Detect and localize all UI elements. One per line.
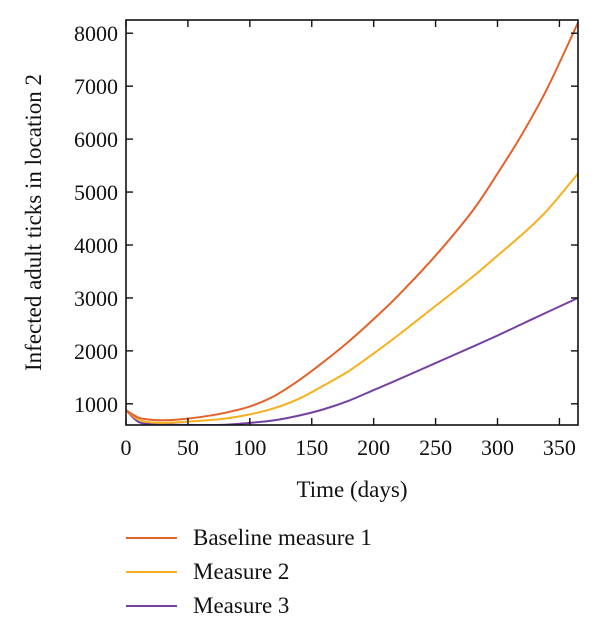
x-tick-label: 50 [177, 435, 199, 460]
y-axis-ticks: 1000 2000 3000 4000 5000 6000 7000 8000 [74, 21, 578, 417]
legend-label: Measure 3 [193, 593, 289, 618]
legend-label: Baseline measure 1 [193, 525, 372, 550]
x-tick-label: 0 [121, 435, 132, 460]
y-tick-label: 8000 [74, 21, 118, 46]
y-tick-label: 2000 [74, 339, 118, 364]
y-tick-label: 3000 [74, 286, 118, 311]
plot-frame [125, 19, 579, 426]
y-tick-label: 6000 [74, 127, 118, 152]
series-line-measure-2 [126, 172, 578, 424]
y-tick-label: 5000 [74, 180, 118, 205]
x-axis-ticks: 0 50 100 150 200 250 300 350 [121, 20, 576, 460]
y-tick-label: 1000 [74, 392, 118, 417]
legend-label: Measure 2 [193, 559, 289, 584]
x-tick-label: 100 [233, 435, 266, 460]
series-line-baseline-measure-1 [126, 22, 578, 422]
x-tick-label: 150 [295, 435, 328, 460]
x-tick-label: 350 [543, 435, 576, 460]
x-tick-label: 250 [419, 435, 452, 460]
x-tick-label: 200 [357, 435, 390, 460]
series-line-measure-3 [126, 297, 578, 425]
y-tick-label: 7000 [74, 74, 118, 99]
y-tick-label: 4000 [74, 233, 118, 258]
y-axis-label: Infected adult ticks in location 2 [21, 74, 46, 371]
x-axis-label: Time (days) [297, 477, 408, 502]
series-lines [126, 22, 578, 425]
x-tick-label: 300 [481, 435, 514, 460]
legend: Baseline measure 1 Measure 2 Measure 3 [126, 525, 372, 618]
